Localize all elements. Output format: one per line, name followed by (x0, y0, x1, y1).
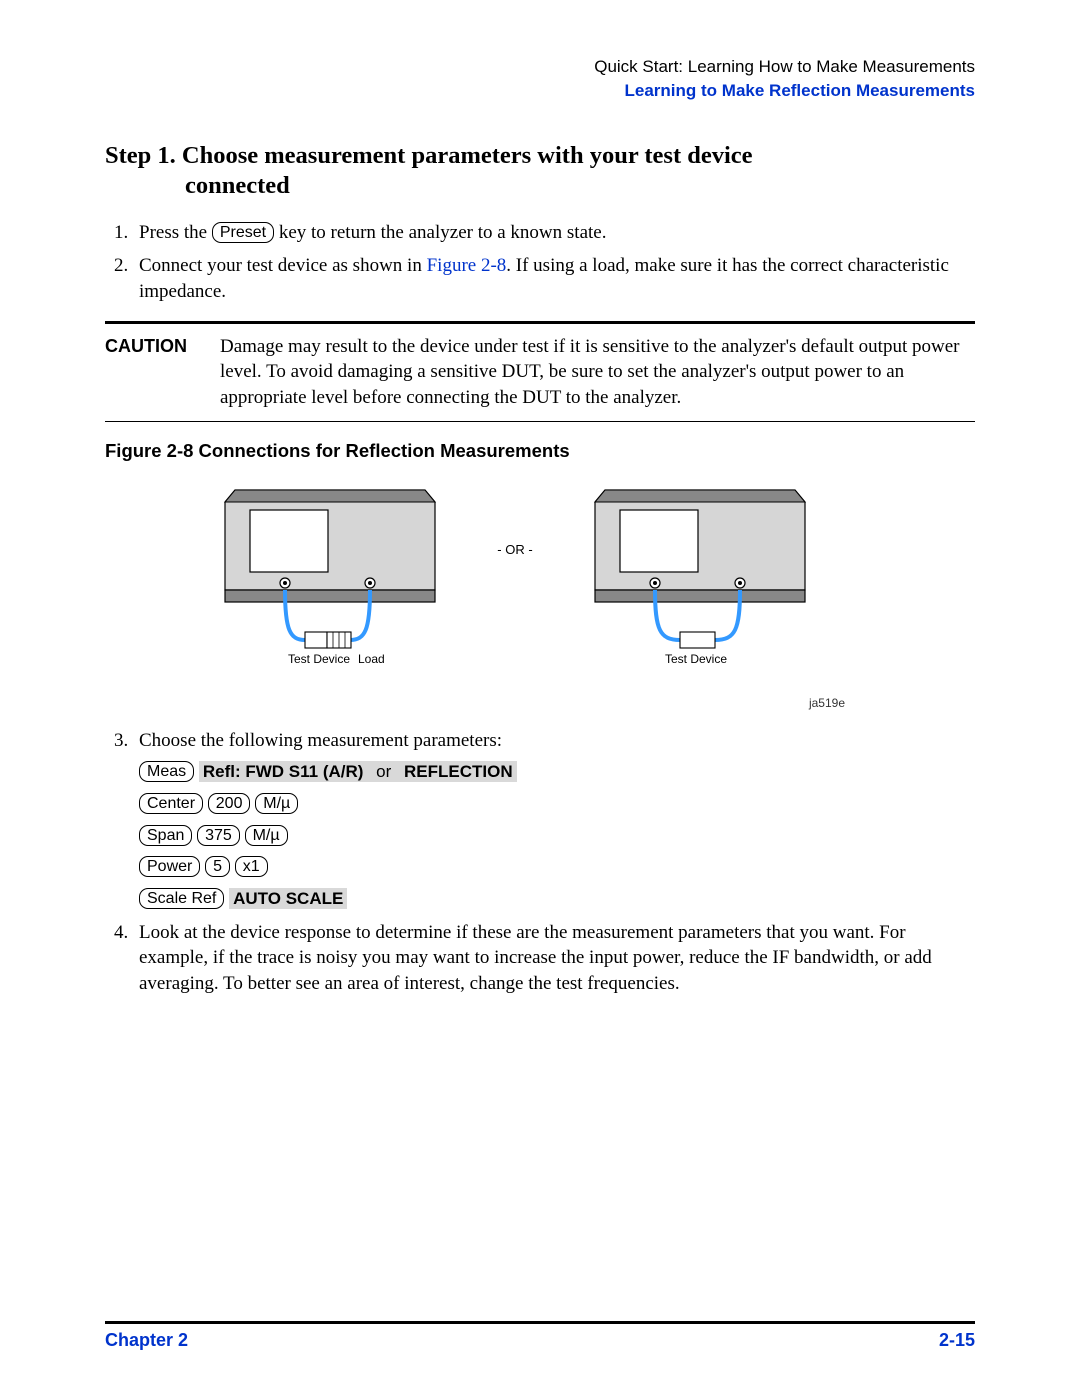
or-label: - OR - (497, 542, 532, 557)
footer-chapter: Chapter 2 (105, 1330, 188, 1351)
instruction-item-2: Connect your test device as shown in Fig… (133, 253, 975, 304)
step1-pre: Press the (139, 222, 212, 243)
reflection-softkey: REFLECTION (400, 761, 517, 782)
param-line-span: Span 375 M/µ (139, 823, 975, 849)
preset-key: Preset (212, 222, 274, 243)
step-heading-line2: connected (105, 171, 975, 202)
instruction-list: Press the Preset key to return the analy… (105, 220, 975, 305)
mu-key-2: M/µ (245, 825, 288, 846)
load-label: Load (358, 652, 385, 666)
or-text: or (367, 761, 400, 782)
value-5-key: 5 (205, 856, 230, 877)
analyzer-left (225, 490, 435, 602)
step3-text: Choose the following measurement paramet… (139, 730, 502, 751)
auto-scale-softkey: AUTO SCALE (229, 888, 347, 909)
instruction-list-continued: Choose the following measurement paramet… (105, 728, 975, 997)
page: Quick Start: Learning How to Make Measur… (0, 0, 1080, 1397)
step2-pre: Connect your test device as shown in (139, 255, 427, 276)
figure-reference-link[interactable]: Figure 2-8 (427, 255, 507, 276)
x1-key: x1 (235, 856, 268, 877)
page-footer: Chapter 2 2-15 (105, 1321, 975, 1351)
figure-caption: Figure 2-8 Connections for Reflection Me… (105, 440, 975, 462)
span-key: Span (139, 825, 192, 846)
test-device-right-box (680, 632, 715, 648)
instruction-item-3: Choose the following measurement paramet… (133, 728, 975, 912)
instruction-item-1: Press the Preset key to return the analy… (133, 220, 975, 246)
meas-key: Meas (139, 761, 194, 782)
value-200-key: 200 (208, 793, 251, 814)
param-line-scale: Scale Ref AUTO SCALE (139, 886, 975, 912)
step4-text: Look at the device response to determine… (139, 922, 932, 994)
caution-text: Damage may result to the device under te… (220, 334, 975, 411)
figure-id-label: ja519e (809, 696, 845, 710)
mu-key-1: M/µ (255, 793, 298, 814)
instruction-item-4: Look at the device response to determine… (133, 920, 975, 997)
connection-diagram-svg: Test Device Load - OR - Test Device (220, 480, 860, 695)
refl-softkey: Refl: FWD S11 (A/R) (199, 761, 368, 782)
scale-ref-key: Scale Ref (139, 888, 224, 909)
step1-post: key to return the analyzer to a known st… (274, 222, 606, 243)
caution-block: CAUTION Damage may result to the device … (105, 321, 975, 422)
param-line-meas: Meas Refl: FWD S11 (A/R) or REFLECTION (139, 759, 975, 785)
center-key: Center (139, 793, 203, 814)
test-device-label-right: Test Device (665, 652, 727, 666)
step-heading-line1: Step 1. Choose measurement parameters wi… (105, 142, 753, 169)
test-device-left-box (305, 632, 327, 648)
footer-page-number: 2-15 (939, 1330, 975, 1351)
param-line-center: Center 200 M/µ (139, 791, 975, 817)
header-section-title: Learning to Make Reflection Measurements (105, 79, 975, 103)
test-device-label-left: Test Device (288, 652, 350, 666)
param-line-power: Power 5 x1 (139, 854, 975, 880)
figure-diagram: Test Device Load - OR - Test Device ja51… (105, 480, 975, 710)
value-375-key: 375 (197, 825, 240, 846)
parameter-sequence: Meas Refl: FWD S11 (A/R) or REFLECTION C… (139, 759, 975, 911)
step-heading: Step 1. Choose measurement parameters wi… (105, 141, 975, 202)
analyzer-right (595, 490, 805, 602)
header-chapter-title: Quick Start: Learning How to Make Measur… (105, 55, 975, 79)
caution-label: CAUTION (105, 334, 220, 411)
page-header: Quick Start: Learning How to Make Measur… (105, 55, 975, 103)
power-key: Power (139, 856, 200, 877)
